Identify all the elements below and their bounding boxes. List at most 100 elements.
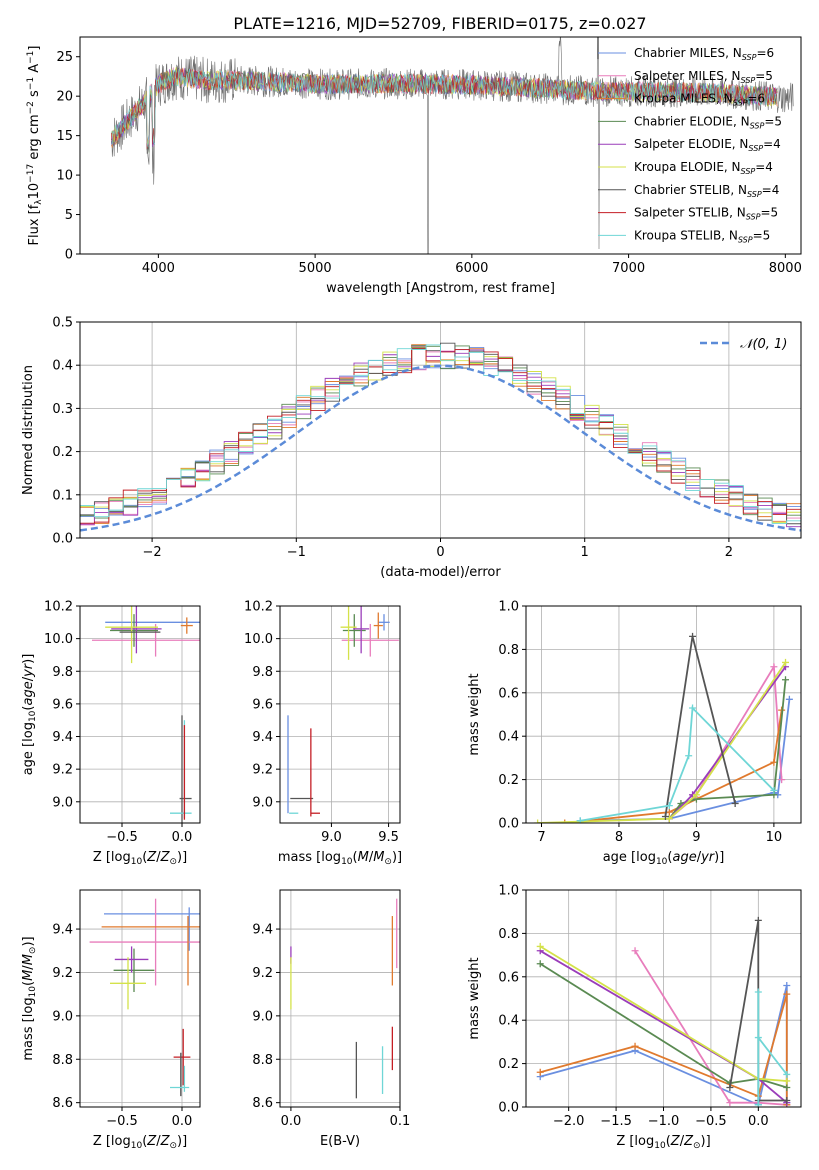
y-tick-label: 0.2 <box>52 445 73 460</box>
text-part: Z <box>160 850 171 865</box>
y-tick-label: 9.2 <box>252 966 273 981</box>
series-marker <box>778 776 786 784</box>
y-tick-label: 10.2 <box>244 600 273 615</box>
text-part: ( <box>21 981 36 986</box>
x-tick-label: 0.0 <box>172 830 193 845</box>
text-part: yr <box>700 850 716 865</box>
series-marker <box>685 752 693 760</box>
y-tick-label: 0.0 <box>498 817 519 832</box>
normal-curve-line <box>80 364 801 532</box>
histogram-step-line <box>80 346 801 523</box>
text-part: 10 <box>341 857 353 867</box>
x-tick-label: 9.0 <box>321 830 342 845</box>
text-part: / <box>156 1134 161 1149</box>
plot-area <box>110 37 794 254</box>
text-part: ( <box>667 850 672 865</box>
axes-frame <box>79 889 201 1108</box>
panel-age-vs-mass: 9.0 9.5 9.0 9.2 9.4 9.6 9.8 10.0 10.2 mass [log10… <box>244 600 402 868</box>
text-part: SSP <box>741 76 756 85</box>
text-part: SSP <box>748 144 763 153</box>
series-marker <box>689 632 697 640</box>
y-tick-label: 9.2 <box>52 763 73 778</box>
text-part: −17 <box>26 164 36 183</box>
x-axis-label: Z [log10(Z/Z⊙)] <box>93 1134 187 1151</box>
series-marker <box>692 791 700 799</box>
x-tick-label: 8000 <box>769 261 802 276</box>
panel-spectrum: 4000 5000 6000 7000 8000 0 5 10 15 20 25 wavelength… <box>26 36 802 296</box>
text-part: 10 <box>656 857 668 867</box>
text-part: Flux [f <box>27 204 42 245</box>
panel-residual-histogram: −2 −1 0 1 2 0.0 0.1 0.2 0.3 0.4 0.5 (data-model)/er… <box>21 316 802 580</box>
errorbar-point <box>353 606 370 654</box>
text-part: ⊙ <box>693 1141 701 1151</box>
text-part: ] <box>27 46 42 51</box>
histogram-step-line <box>80 344 801 524</box>
x-tick-label: 8 <box>615 830 623 845</box>
series-line <box>580 705 775 822</box>
series-marker <box>726 1083 734 1091</box>
x-axis-label: Z [log10(Z/Z⊙)] <box>616 1134 710 1151</box>
text-part: Kroupa MILES, N <box>634 92 733 106</box>
y-tick-label: 0 <box>65 248 73 263</box>
y-tick-label: 9.6 <box>52 697 73 712</box>
y-axis-label: Flux [fλ10−17 erg cm−2 s−1 A−1] <box>26 46 44 246</box>
text-part: =5 <box>753 228 771 242</box>
x-tick-label: 7 <box>537 830 545 845</box>
legend-label: Kroupa STELIB, NSSP=5 <box>634 228 770 244</box>
text-part: Chabrier STELIB, N <box>634 183 747 197</box>
series-line <box>564 710 783 823</box>
figure-title: PLATE=1216, MJD=52709, FIBERID=0175, z=0… <box>233 14 646 33</box>
legend-normal-label: 𝒩(0, 1) <box>740 337 787 352</box>
series-marker <box>536 942 544 950</box>
y-axis-label: mass weight <box>467 957 482 1039</box>
y-tick-label: 8.6 <box>252 1096 273 1111</box>
y-tick-label: 9.0 <box>52 795 73 810</box>
series-marker <box>754 1034 762 1042</box>
text-part: −1 <box>26 77 36 90</box>
y-tick-label: 0.4 <box>498 730 519 745</box>
errorbar-point <box>340 606 357 660</box>
errorbar-point <box>113 948 155 992</box>
x-axis-label: E(B-V) <box>320 1134 360 1149</box>
text-part: M <box>358 850 369 865</box>
legend-label: Salpeter STELIB, NSSP=5 <box>634 206 778 222</box>
text-part: age [log <box>603 850 656 865</box>
legend-item: Chabrier MILES, NSSP=6 <box>598 46 774 62</box>
panel-mass-weight-vs-metallicity: −2.0 −1.5 −1.0 −0.5 0.0 0.0 0.2 0.4 0.6 0.8 1.0 Z [… <box>467 884 802 1151</box>
text-part: ⊙ <box>384 857 392 867</box>
text-part: =6 <box>756 46 774 60</box>
text-part: Salpeter STELIB, N <box>634 206 746 220</box>
text-part: )] <box>21 936 36 946</box>
series-marker <box>536 1068 544 1076</box>
series-line <box>539 963 788 1089</box>
legend-label: Chabrier MILES, NSSP=6 <box>634 46 774 62</box>
y-tick-label: 8.8 <box>52 1053 73 1068</box>
text-part: =4 <box>762 183 780 197</box>
series-marker <box>576 817 584 823</box>
text-part: ( <box>142 850 147 865</box>
series-marker <box>783 1070 791 1078</box>
errorbar-point <box>342 614 366 647</box>
x-tick-label: 7000 <box>612 261 645 276</box>
errorbar-point <box>114 946 149 973</box>
text-part: )] <box>177 850 187 865</box>
text-part: / <box>21 676 36 681</box>
plot-area <box>534 632 793 823</box>
panel-mass-vs-metallicity: −0.5 0.08.68.89.09.29.4Z [log10(Z/Z⊙)]mas… <box>21 889 201 1151</box>
x-tick-label: 9.5 <box>378 830 399 845</box>
series-marker <box>689 704 697 712</box>
y-axis-label: mass weight <box>467 673 482 755</box>
y-tick-label: 9.4 <box>252 923 273 938</box>
y-tick-label: 0.2 <box>498 1057 519 1072</box>
text-part: )] <box>701 1134 711 1149</box>
text-part: 10 <box>131 857 143 867</box>
text-part: Chabrier MILES, N <box>634 46 742 60</box>
series-marker <box>534 819 542 823</box>
text-part: 10 <box>27 183 42 200</box>
x-tick-label: 2 <box>725 545 733 560</box>
text-part: Z <box>160 1134 171 1149</box>
text-part: Kroupa STELIB, N <box>634 228 738 242</box>
axes-frame <box>525 605 802 824</box>
text-part: Salpeter MILES, N <box>634 69 741 83</box>
legend-label: Chabrier STELIB, NSSP=4 <box>634 183 779 199</box>
